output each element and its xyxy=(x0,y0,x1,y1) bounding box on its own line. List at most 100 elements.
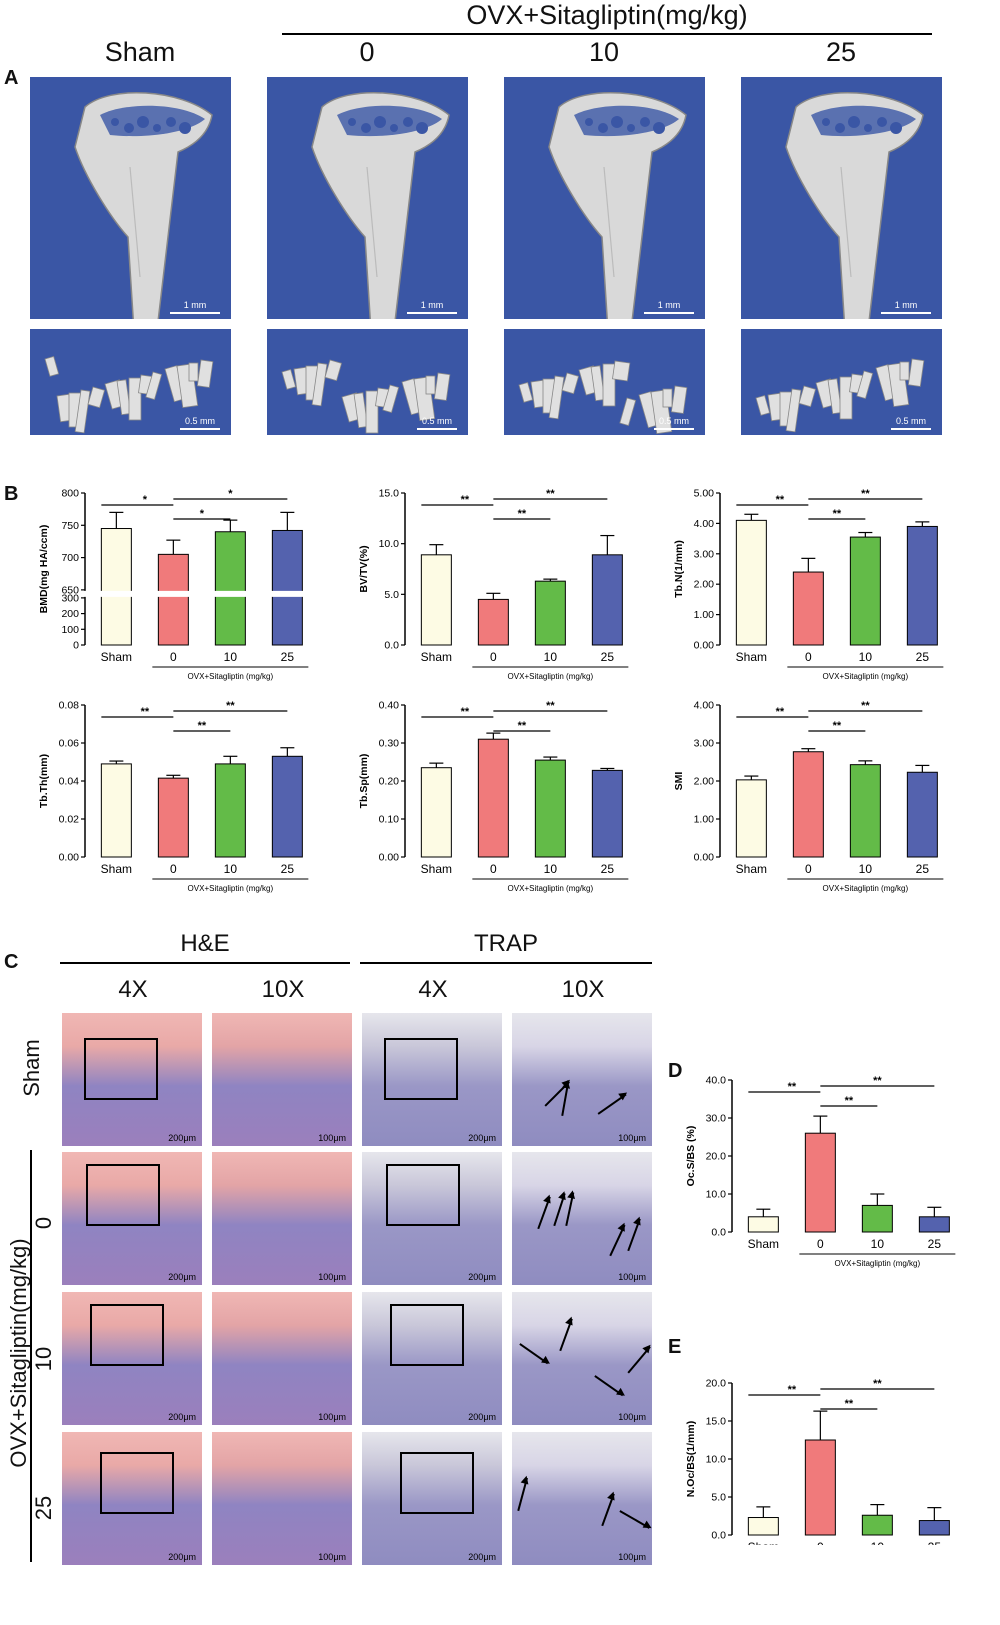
panel-c-letter: C xyxy=(4,951,19,973)
significance-label: ** xyxy=(776,494,785,506)
bar-0 xyxy=(747,1517,779,1536)
bone-trabecula-strand xyxy=(603,166,615,278)
x-tick-label: 10 xyxy=(224,650,238,664)
bone-shaft-shape xyxy=(785,92,924,319)
group-label: OVX+Sitagliptin (mg/kg) xyxy=(823,672,909,681)
bone-shaft-shape xyxy=(74,92,213,319)
bar-chart: 0.00 1.00 2.00 3.00 4.00 5.00 Tb.N(1/mm) Sham 0 1… xyxy=(645,480,955,685)
scale-bar-top xyxy=(881,312,931,314)
x-tick-label: 10 xyxy=(871,1237,885,1251)
bar-2 xyxy=(849,764,881,858)
trabecular-fragment xyxy=(311,362,328,407)
bar-2 xyxy=(849,536,881,646)
histology-scale-label: 200μm xyxy=(168,1272,196,1282)
x-tick-label: 0 xyxy=(490,650,497,664)
he-histology-image: 200μm xyxy=(62,1292,202,1425)
bone-trabecula-hole xyxy=(390,124,398,132)
bone-top-svg xyxy=(311,92,450,319)
bone-trabecula-hole xyxy=(416,122,428,134)
bone-trabecula-hole xyxy=(653,122,665,134)
trabecular-fragment xyxy=(590,365,606,402)
panel-c-row-25: 25 xyxy=(31,1495,56,1521)
significance-label: ** xyxy=(833,508,842,520)
zoom-region-box xyxy=(86,1164,160,1226)
group-label: OVX+Sitagliptin (mg/kg) xyxy=(508,672,594,681)
significance-label: ** xyxy=(788,1384,797,1396)
x-tick-label: 0 xyxy=(817,1237,824,1251)
he-histology-image: 100μm xyxy=(212,1432,352,1565)
panel-a-letter: A xyxy=(4,67,19,89)
bar-0 xyxy=(735,779,767,858)
y-tick-label: 200 xyxy=(61,608,79,620)
group-label: OVX+Sitagliptin (mg/kg) xyxy=(188,672,274,681)
zoom-region-box xyxy=(90,1304,164,1366)
he-histology-image: 100μm xyxy=(212,1292,352,1425)
bar-chart-svg: 0.0 5.0 10.0 15.0 BV/TV(%) Sham 0 10 25 OVX+Sitag… xyxy=(358,488,629,681)
group-label: OVX+Sitagliptin (mg/kg) xyxy=(188,884,274,893)
x-tick-label: 0 xyxy=(490,862,497,876)
panel-c-mag-he-4x: 4X xyxy=(118,976,148,1003)
scale-bar-bottom xyxy=(891,428,931,430)
bone-top-svg xyxy=(74,92,213,319)
x-tick-label: 25 xyxy=(601,650,615,664)
x-tick-label: 10 xyxy=(544,862,558,876)
x-tick-label: 10 xyxy=(859,650,873,664)
bone-trabecula-hole xyxy=(848,116,860,128)
y-tick-label: 15.0 xyxy=(379,488,400,500)
zoom-region-box xyxy=(384,1038,458,1100)
bar-chart: 0.0 10.0 20.0 30.0 40.0 Oc.S/BS (%) Sham 0 10 25 O… xyxy=(680,1068,980,1268)
significance-label: * xyxy=(228,488,233,500)
y-tick-label: 0.02 xyxy=(59,814,80,826)
bone-trabecula-strand xyxy=(366,166,378,278)
y-tick-label: 0.40 xyxy=(379,700,400,712)
bar-1 xyxy=(477,738,509,858)
zoom-region-box xyxy=(100,1452,174,1514)
bar-3 xyxy=(906,525,938,646)
significance-label: ** xyxy=(833,720,842,732)
y-tick-label: 4.00 xyxy=(694,518,715,530)
y-tick-label: 0.0 xyxy=(384,640,399,652)
histology-scale-label: 200μm xyxy=(168,1133,196,1143)
bone-top-svg xyxy=(548,92,687,319)
bone-trabecula-hole xyxy=(348,118,356,126)
y-tick-label: 4.00 xyxy=(694,700,715,712)
x-tick-label: Sham xyxy=(421,862,452,876)
bar-3 xyxy=(918,1520,950,1536)
scale-label-top: 1 mm xyxy=(657,300,681,310)
trabecular-fragment xyxy=(798,385,817,408)
significance-label: ** xyxy=(518,508,527,520)
scale-label-top: 1 mm xyxy=(420,300,444,310)
y-tick-label: 300 xyxy=(61,592,79,604)
bone-trabecula-hole xyxy=(179,122,191,134)
scale-label-top: 1 mm xyxy=(894,300,918,310)
bar-0 xyxy=(420,767,452,858)
panel-c-row-0: 0 xyxy=(31,1216,56,1230)
significance-label: * xyxy=(143,494,148,506)
panel-a-col-25: 25 xyxy=(825,37,857,67)
x-tick-label: 0 xyxy=(170,862,177,876)
scale-bar-top xyxy=(407,312,457,314)
y-tick-label: 800 xyxy=(61,488,79,500)
significance-label: ** xyxy=(873,1378,882,1390)
zoom-region-box xyxy=(390,1304,464,1366)
y-tick-label: 20.0 xyxy=(706,1378,727,1390)
panel-c-he-rule xyxy=(60,962,350,964)
y-axis-label: Tb.N(1/mm) xyxy=(673,540,685,598)
bone-bottom-svg xyxy=(755,358,925,433)
bone-trabecula-hole xyxy=(361,123,371,133)
bar-0 xyxy=(735,519,767,646)
zoom-region-box xyxy=(84,1038,158,1100)
bone-trabecula-strand xyxy=(840,166,852,278)
trabecular-fragment xyxy=(382,384,400,413)
y-axis-label: SMI xyxy=(673,772,685,791)
panel-d-letter: D xyxy=(668,1060,683,1082)
y-tick-label: 2.00 xyxy=(694,579,715,591)
bar-chart-svg: 0.00 0.10 0.20 0.30 0.40 Tb.Sp(mm) Sham 0 10 25 OV… xyxy=(358,700,629,893)
x-tick-label: Sham xyxy=(101,650,132,664)
bone-3d-render-top xyxy=(30,77,231,319)
histology-scale-label: 100μm xyxy=(318,1133,346,1143)
x-tick-label: 10 xyxy=(871,1540,885,1545)
trabecular-fragment xyxy=(827,378,843,415)
y-tick-label: 30.0 xyxy=(706,1113,727,1125)
